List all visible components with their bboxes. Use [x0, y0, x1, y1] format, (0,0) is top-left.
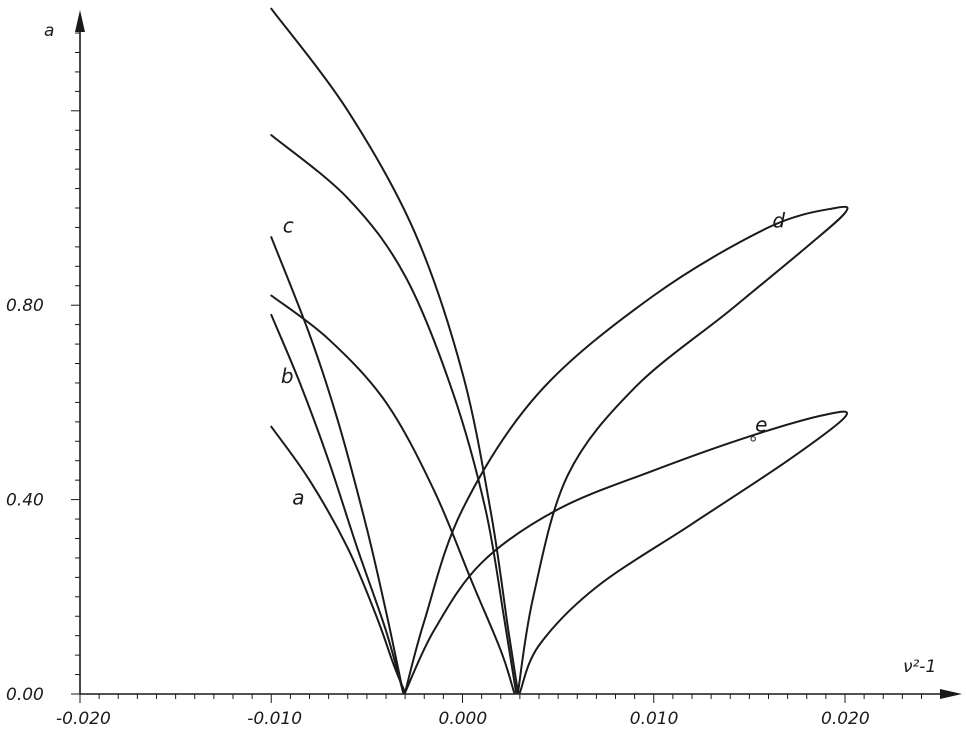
curve-label: b: [281, 364, 294, 388]
curve-line: [270, 134, 518, 694]
curve-e-marker: [750, 436, 756, 442]
y-tick-label: 0.40: [6, 491, 44, 511]
axes: [75, 10, 962, 699]
curve-line: [404, 410, 848, 694]
curve-label: a: [292, 485, 304, 509]
labels: a ν²-1 a b c d e: [44, 21, 936, 677]
x-tick-label: -0.020: [56, 709, 111, 729]
y-tick-label: 0.00: [6, 685, 44, 705]
x-tick-label: 0.010: [630, 709, 679, 729]
curve-label: e: [755, 413, 767, 437]
x-axis-title: ν²-1: [903, 657, 936, 677]
x-tick-label: 0.020: [821, 709, 870, 729]
curve-line: [270, 7, 519, 694]
curve-line: [404, 205, 849, 694]
y-axis-arrow: [75, 10, 85, 32]
ticks: -0.020 -0.010 0.000 0.010 0.020 0.00 0.40 0.80: [6, 32, 922, 729]
x-tick-label: 0.000: [439, 709, 488, 729]
curve-line: [270, 425, 407, 694]
curve-label: c: [283, 213, 294, 237]
y-axis-title: a: [44, 21, 54, 41]
curves: [270, 7, 849, 694]
x-axis-arrow: [940, 689, 962, 699]
x-tick-label: -0.010: [247, 709, 302, 729]
curve-line: [270, 313, 405, 694]
y-tick-label: 0.80: [6, 296, 44, 316]
curve-label: d: [772, 208, 785, 232]
curve-line: [270, 294, 516, 694]
